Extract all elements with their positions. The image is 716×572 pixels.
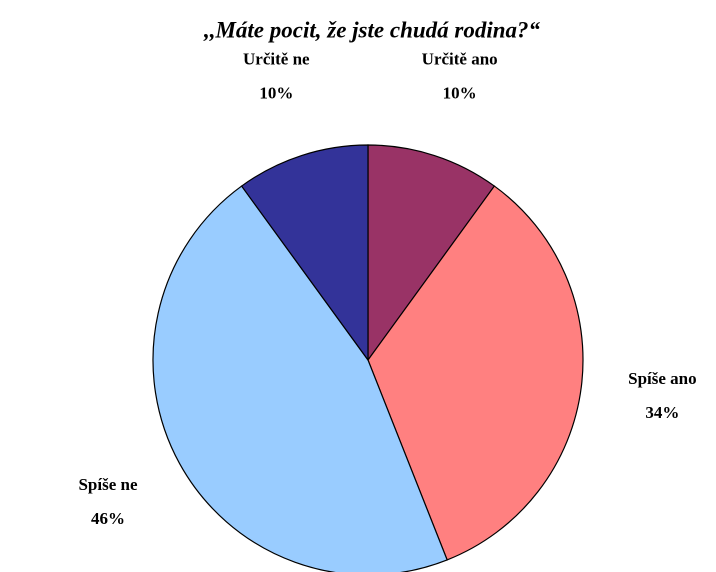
slice-label: Spíše ano [628,369,697,388]
slice-value-label: 10% [259,84,293,103]
pie-slice [367,144,496,362]
pie-slice [240,144,369,362]
slice-label: Určitě ne [243,50,310,69]
slice-value-label: 34% [645,403,679,422]
chart-title: ,,Máte pocit, že jste chudá rodina?“ [203,17,541,42]
pie-slice [367,185,584,561]
slice-value-label: 10% [443,84,477,103]
slice-label: Určitě ano [422,50,498,69]
slice-label: Spíše ne [78,475,137,494]
slice-value-label: 46% [91,509,125,528]
pie-slice [152,185,448,572]
